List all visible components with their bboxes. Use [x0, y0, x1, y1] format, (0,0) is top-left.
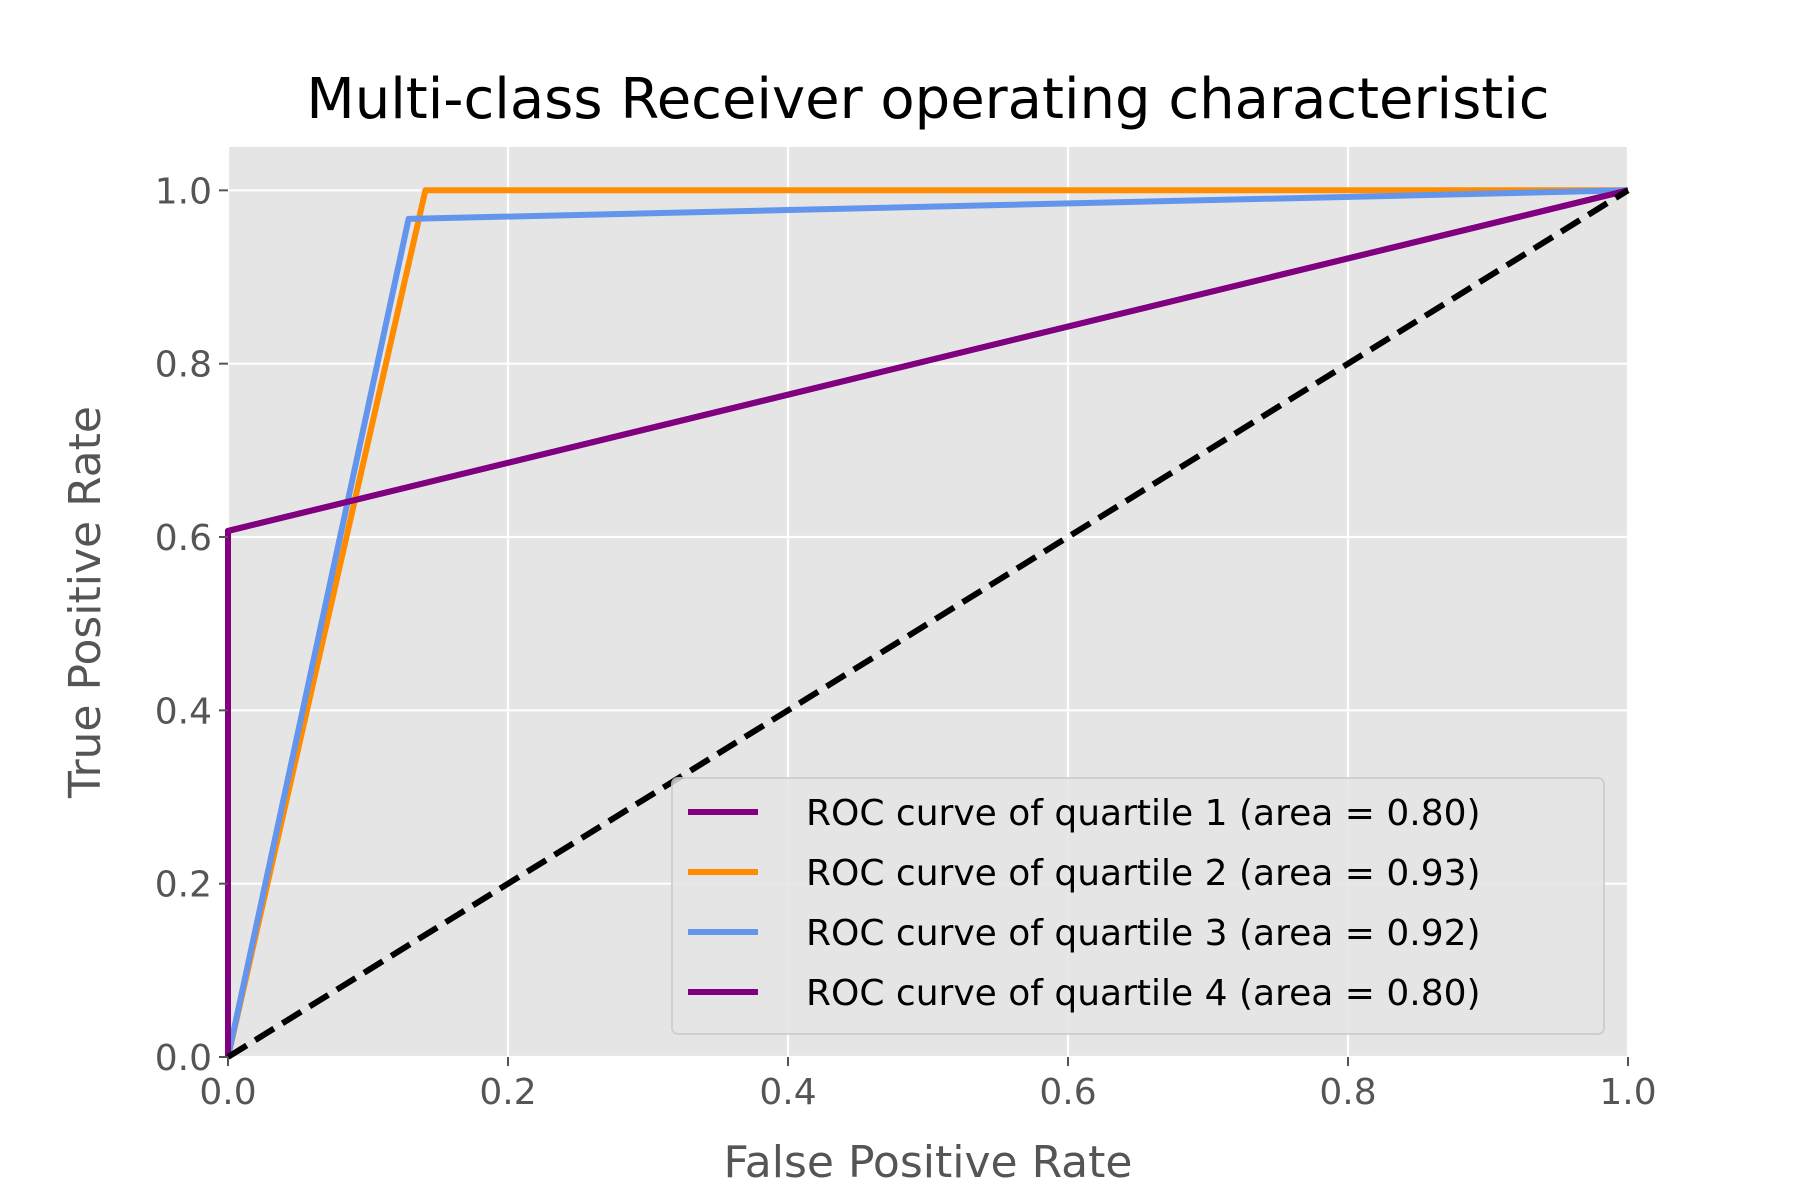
y-tick-label: 0.8	[155, 345, 212, 386]
x-tick-label: 1.0	[1599, 1072, 1656, 1113]
series-lines	[225, 187, 1630, 1060]
legend-entry-label: ROC curve of quartile 4 (area = 0.80)	[806, 973, 1481, 1014]
chart-title: Multi-class Receiver operating character…	[306, 67, 1549, 132]
roc-series-line	[225, 187, 1629, 1057]
roc-series-line	[225, 187, 1629, 1058]
axis-ticks: 0.0 0.2 0.4 0.6 0.8 1.0 0.0 0.2 0.4 0.6 0.8 1.0	[155, 171, 1657, 1113]
y-tick-label: 1.0	[155, 171, 212, 212]
y-axis-label: True Positive Rate	[60, 406, 111, 799]
legend-entry-label: ROC curve of quartile 3 (area = 0.92)	[806, 913, 1481, 954]
legend: ROC curve of quartile 1 (area = 0.80) ROC…	[671, 777, 1605, 1035]
y-tick-label: 0.4	[155, 691, 212, 732]
legend-entry-label: ROC curve of quartile 1 (area = 0.80)	[806, 793, 1481, 834]
legend-entry-label: ROC curve of quartile 2 (area = 0.93)	[806, 853, 1481, 894]
chance-diagonal-line	[226, 187, 1630, 1060]
x-tick-label: 0.2	[479, 1072, 536, 1113]
x-tick-label: 0.6	[1039, 1072, 1096, 1113]
y-tick-label: 0.0	[155, 1038, 212, 1079]
y-tick-label: 0.6	[155, 518, 212, 559]
y-tick-label: 0.2	[155, 865, 212, 906]
x-tick-label: 0.0	[199, 1072, 256, 1113]
legend-box	[671, 777, 1605, 1035]
roc-series-line	[225, 187, 1628, 1058]
x-tick-label: 0.8	[1319, 1072, 1376, 1113]
x-axis-label: False Positive Rate	[724, 1137, 1133, 1188]
x-tick-label: 0.4	[759, 1072, 816, 1113]
